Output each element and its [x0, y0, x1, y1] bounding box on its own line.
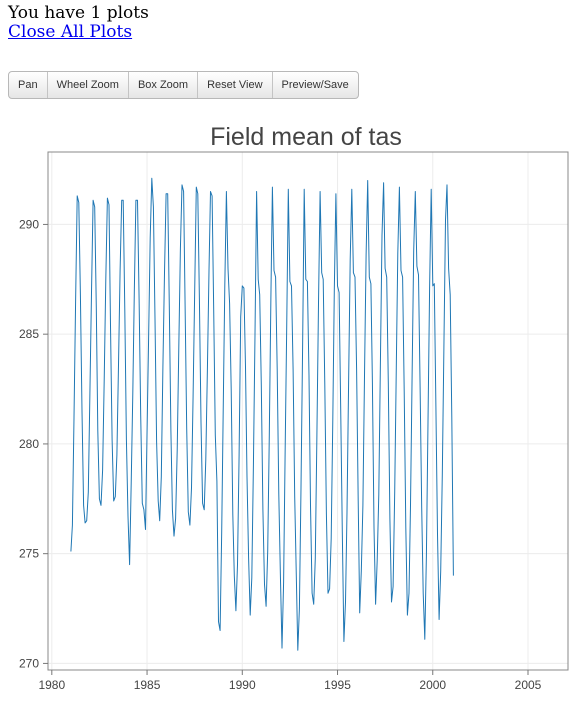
- y-tick-label: 285: [19, 327, 39, 341]
- y-tick-label: 290: [19, 217, 39, 231]
- grid: [48, 152, 568, 670]
- reset-view-button[interactable]: Reset View: [198, 72, 273, 98]
- preview-save-button[interactable]: Preview/Save: [281, 79, 349, 91]
- x-tick-label: 1990: [229, 678, 256, 692]
- plot-frame: [47, 151, 569, 671]
- series-layer: [70, 177, 454, 651]
- plot-count-text: You have 1 plots: [8, 3, 149, 23]
- pan-button[interactable]: Pan: [9, 72, 48, 98]
- line-chart[interactable]: Field mean of tas 1980 1985 1990 1995 2000 20…: [0, 100, 584, 706]
- x-tick-label: 2005: [515, 678, 542, 692]
- axes: 1980 1985 1990 1995 2000 2005 270 275 280 285 290: [19, 217, 542, 692]
- x-tick-label: 1995: [324, 678, 351, 692]
- x-tick-label: 2000: [419, 678, 446, 692]
- wheel-zoom-button[interactable]: Wheel Zoom: [48, 72, 129, 98]
- series-line: [70, 177, 454, 651]
- box-zoom-button[interactable]: Box Zoom: [129, 72, 199, 98]
- x-tick-label: 1980: [38, 678, 65, 692]
- plot-toolbar: Pan Wheel Zoom Box Zoom Reset View Previ…: [8, 71, 359, 99]
- close-all-plots-link[interactable]: Close All Plots: [8, 22, 133, 42]
- y-tick-label: 280: [19, 437, 39, 451]
- y-tick-label: 275: [19, 547, 39, 561]
- y-tick-label: 270: [19, 656, 39, 670]
- x-tick-label: 1985: [134, 678, 161, 692]
- chart-title: Field mean of tas: [210, 123, 402, 151]
